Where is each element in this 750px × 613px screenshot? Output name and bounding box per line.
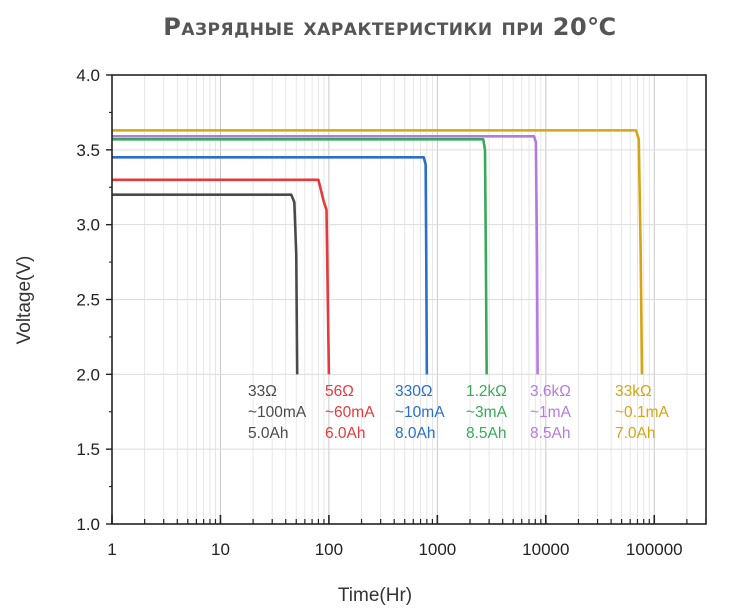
- series-label-line: ~0.1mA: [615, 404, 670, 421]
- y-tick-label: 3.0: [76, 216, 100, 235]
- x-tick-label: 100: [315, 540, 343, 559]
- y-tick-label: 2.0: [76, 365, 100, 384]
- x-tick-label: 100000: [626, 540, 683, 559]
- series-line-3: [112, 138, 488, 375]
- series-label-line: 3.6kΩ: [530, 383, 571, 400]
- x-axis-title: Time(Hr): [338, 585, 412, 606]
- series-label-2: 330Ω ~10mA 8.0Ah: [395, 383, 445, 442]
- series-line-2: [112, 156, 429, 375]
- series-label-4: 3.6kΩ ~1mA 8.5Ah: [530, 383, 572, 442]
- y-tick-label: 1.0: [76, 515, 100, 534]
- series-label-line: 1.2kΩ: [466, 383, 507, 400]
- series-label-line: ~60mA: [325, 404, 375, 421]
- axis-layer: [106, 74, 707, 525]
- series-label-line: 8.5Ah: [466, 425, 507, 442]
- series-label-1: 56Ω ~60mA 6.0Ah: [325, 383, 375, 442]
- grid-layer: [111, 74, 707, 525]
- series-label-3: 1.2kΩ ~3mA 8.5Ah: [466, 383, 508, 442]
- y-tick-label: 1.5: [76, 440, 100, 459]
- series-label-line: 8.5Ah: [530, 425, 571, 442]
- y-tick-label: 3.5: [76, 141, 100, 160]
- series-line-0: [112, 193, 299, 375]
- x-tick-label: 1: [107, 540, 116, 559]
- x-tick-label: 10000: [522, 540, 569, 559]
- series-label-line: 5.0Ah: [248, 425, 289, 442]
- series-label-0: 33Ω ~100mA 5.0Ah: [248, 383, 307, 442]
- series-label-line: ~100mA: [248, 404, 307, 421]
- series-label-5: 33kΩ ~0.1mA 7.0Ah: [615, 383, 670, 442]
- chart-title: Разрядные характеристики при 20℃: [163, 13, 617, 41]
- series-label-line: 33kΩ: [615, 383, 652, 400]
- series-label-line: 33Ω: [248, 383, 277, 400]
- series-line-1: [112, 178, 331, 375]
- series-label-line: 7.0Ah: [615, 425, 656, 442]
- series-label-line: ~3mA: [466, 404, 508, 421]
- x-tick-label: 10: [211, 540, 230, 559]
- x-tick-label: 1000: [418, 540, 456, 559]
- series-line-5: [112, 129, 644, 375]
- series-label-line: ~1mA: [530, 404, 572, 421]
- series-label-line: 330Ω: [395, 383, 432, 400]
- series-label-line: ~10mA: [395, 404, 445, 421]
- y-tick-label: 2.5: [76, 291, 100, 310]
- tick-label-layer: 1 10 100 1000 10000 100000 1.0 1.5 2.0 2.5 3.0 3.5 4…: [76, 66, 682, 559]
- y-axis-title: Voltage(V): [14, 256, 35, 345]
- series-label-line: 56Ω: [325, 383, 354, 400]
- series-label-line: 8.0Ah: [395, 425, 436, 442]
- series-label-line: 6.0Ah: [325, 425, 366, 442]
- series-line-4: [112, 135, 539, 375]
- y-tick-label: 4.0: [76, 66, 100, 85]
- annotation-layer: 33Ω ~100mA 5.0Ah 56Ω ~60mA 6.0Ah 330Ω ~10mA 8.0A…: [248, 383, 670, 442]
- series-layer: [112, 129, 644, 375]
